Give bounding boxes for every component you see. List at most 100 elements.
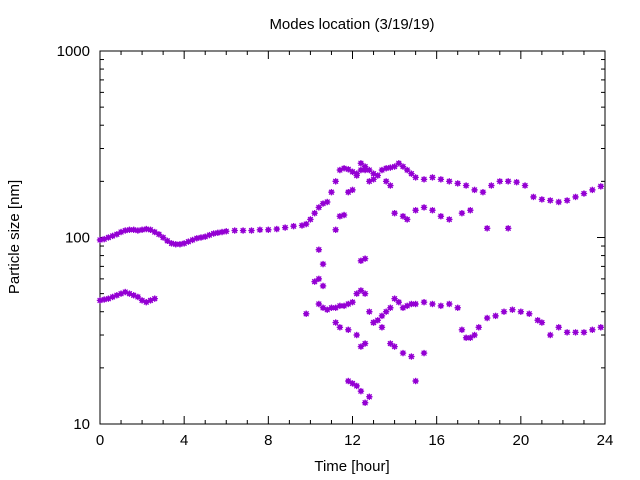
data-point [134, 293, 142, 301]
data-point [265, 226, 272, 233]
data-point [471, 331, 478, 339]
data-point [378, 324, 386, 331]
data-point [580, 190, 588, 197]
data-point [454, 304, 461, 311]
data-point [538, 196, 546, 203]
data-point [370, 176, 377, 183]
data-point [382, 165, 390, 172]
data-point [437, 176, 445, 183]
data-point [420, 204, 428, 211]
data-point [467, 207, 474, 214]
data-point [113, 292, 121, 299]
data-point [357, 287, 365, 294]
x-tick-label: 12 [344, 432, 361, 449]
data-point [345, 377, 352, 385]
y-axis: 10 100 1000 [57, 43, 605, 433]
data-point [475, 324, 482, 331]
plot-frame [99, 50, 606, 425]
data-point [349, 298, 356, 306]
data-point [391, 343, 398, 350]
data-point [303, 220, 310, 228]
x-tick-label: 8 [264, 432, 272, 449]
data-point [492, 312, 499, 320]
data-point [357, 387, 365, 395]
data-point [446, 216, 453, 223]
data-point [471, 186, 478, 194]
data-point [563, 197, 571, 204]
data-point [223, 228, 230, 235]
data-point [530, 193, 537, 201]
data-point [399, 163, 407, 170]
y-tick-label: 10 [73, 416, 90, 433]
data-point [378, 312, 386, 320]
data-point [319, 282, 327, 290]
data-point [429, 207, 436, 214]
data-point [399, 349, 407, 357]
data-point [589, 326, 596, 333]
data-point [521, 182, 529, 189]
data-point [332, 319, 339, 326]
data-point [370, 319, 377, 326]
data-point [462, 182, 470, 189]
data-point [446, 300, 453, 308]
data-point [391, 163, 398, 170]
data-point [197, 234, 205, 241]
x-axis: 0 4 8 12 16 20 24 [96, 51, 613, 449]
data-point [307, 216, 314, 223]
chart-title: Modes location (3/19/19) [269, 16, 434, 33]
data-point [361, 166, 369, 174]
data-point [231, 227, 238, 234]
data-point [281, 224, 289, 231]
data-point [547, 197, 554, 204]
data-point [159, 234, 167, 241]
data-point [500, 308, 508, 315]
data-point [437, 302, 445, 310]
data-point [479, 188, 487, 196]
data-point [387, 182, 394, 189]
data-point [597, 183, 604, 190]
data-point [345, 326, 352, 333]
data-point [361, 340, 369, 347]
data-point [324, 198, 331, 206]
x-tick-label: 4 [180, 432, 188, 449]
data-point [429, 174, 436, 181]
data-point [349, 380, 356, 387]
data-point [336, 324, 344, 331]
data-point [555, 324, 562, 331]
y-tick-label: 1000 [57, 43, 90, 60]
data-point [349, 186, 356, 194]
data-point [395, 160, 402, 167]
data-point [387, 340, 394, 347]
data-point [315, 275, 323, 283]
data-point [505, 178, 512, 185]
data-point [454, 180, 461, 187]
data-point [366, 308, 373, 315]
data-point [315, 300, 323, 308]
data-point [420, 176, 428, 183]
y-axis-label: Particle size [nm] [6, 180, 23, 294]
data-point [332, 178, 339, 185]
data-point [366, 393, 373, 400]
data-point [538, 319, 546, 326]
data-point [328, 188, 335, 196]
data-point [155, 231, 163, 238]
data-point [315, 204, 323, 211]
data-point [483, 314, 491, 322]
data-point [572, 193, 579, 201]
x-tick-label: 0 [96, 432, 104, 449]
data-point [353, 170, 360, 177]
data-point [239, 227, 247, 234]
data-point [353, 382, 360, 390]
data-point [526, 310, 533, 317]
data-point [256, 226, 264, 233]
data-point [361, 399, 369, 406]
data-point [361, 255, 369, 262]
data-point [374, 172, 381, 179]
data-point [361, 290, 369, 297]
data-point [496, 178, 503, 185]
data-point [357, 160, 365, 167]
data-point [311, 278, 318, 285]
data-point [382, 308, 390, 315]
data-point [420, 349, 428, 357]
data-point [446, 178, 453, 185]
